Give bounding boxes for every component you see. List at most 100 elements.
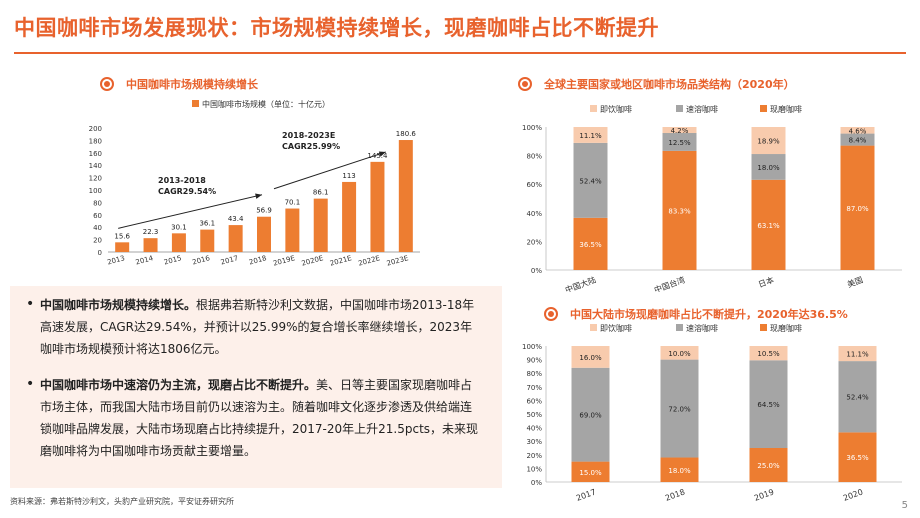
y-tick-label: 80 <box>93 199 102 207</box>
y-tick-label: 30% <box>526 438 542 446</box>
chart3-title: 中国大陆市场现磨咖啡占比不断提升，2020年达36.5% <box>570 308 848 321</box>
data-label: 4.2% <box>671 127 689 135</box>
market-size-chart: 中国咖啡市场规模（单位：十亿元） 0 20 40 60 80 100 120 140 160 180… <box>89 99 420 268</box>
data-label: 72.0% <box>668 406 691 414</box>
data-label: 15.0% <box>579 469 602 477</box>
bullet-2-text: 美、日等主要国家现磨咖啡占市场主体，而我国大陆市场目前仍以速溶为主。随着咖啡文化… <box>40 378 479 458</box>
x-tick-label: 2021E <box>329 254 353 267</box>
legend-label: 速溶咖啡 <box>686 323 718 333</box>
data-label: 10.5% <box>757 350 780 358</box>
y-tick-label: 60% <box>526 397 542 405</box>
category-structure-chart: 即饮咖啡 速溶咖啡 现磨咖啡 0% 20% 40% 60% 80% 100% 36.5% 52.4%… <box>522 104 902 292</box>
data-label: 83.3% <box>668 207 691 215</box>
bullet-2-lead: 中国咖啡市场中速溶仍为主流，现磨占比不断提升。 <box>40 378 317 392</box>
x-tick-label: 2019 <box>753 487 775 502</box>
mainland-fresh-share-chart: 即饮咖啡 速溶咖啡 现磨咖啡 0% 10% 20% 30% 40% 50% 60% 70% 80% 90… <box>522 323 902 503</box>
bar-segment <box>840 145 875 270</box>
bar <box>398 140 413 252</box>
x-tick-label: 2023E <box>386 254 410 267</box>
bar <box>257 216 271 252</box>
data-label: 25.0% <box>757 462 780 470</box>
data-label: 16.0% <box>579 354 602 362</box>
legend-swatch <box>676 324 683 331</box>
bar-segment <box>573 217 608 270</box>
legend-swatch <box>760 324 767 331</box>
data-label: 36.1 <box>199 220 215 228</box>
bar-segment <box>571 367 610 462</box>
x-tick-label: 2019E <box>272 254 296 267</box>
data-label: 36.5% <box>579 241 602 249</box>
bar <box>342 181 357 252</box>
x-tick-label: 2017 <box>220 254 239 266</box>
bar-segment <box>662 150 697 270</box>
bar-segment <box>571 346 610 368</box>
y-tick-label: 120 <box>89 175 102 183</box>
data-label: 52.4% <box>579 177 602 185</box>
y-tick-label: 40 <box>93 224 102 232</box>
bullet-2: 中国咖啡市场中速溶仍为主流，现磨占比不断提升。美、日等主要国家现磨咖啡占市场主体… <box>40 374 482 462</box>
legend-label: 速溶咖啡 <box>686 104 718 114</box>
chart1-title: 中国咖啡市场规模持续增长 <box>126 78 258 91</box>
bar-segment <box>660 457 699 482</box>
bar-segment <box>838 361 877 433</box>
y-tick-label: 20% <box>526 452 542 460</box>
y-tick-label: 0% <box>531 479 542 487</box>
y-tick-label: 50% <box>526 411 542 419</box>
trend-arrow <box>273 151 386 190</box>
bar-segment <box>751 154 786 180</box>
bar-segment <box>571 461 610 482</box>
x-tick-label: 2020 <box>842 487 864 502</box>
y-tick-label: 20% <box>526 238 542 246</box>
data-label: 180.6 <box>396 130 417 138</box>
bar-segment <box>660 359 699 458</box>
page-title: 中国咖啡市场发展现状：市场规模持续增长，现磨咖啡占比不断提升 <box>14 16 659 40</box>
data-label: 18.0% <box>757 164 780 172</box>
legend-label: 即饮咖啡 <box>600 104 632 114</box>
x-tick-label: 2014 <box>135 254 155 266</box>
bar-segment <box>840 127 875 134</box>
data-label: 10.0% <box>668 350 691 358</box>
data-label: 113 <box>342 172 355 180</box>
x-tick-label: 2022E <box>357 254 381 267</box>
data-label: 11.1% <box>579 132 602 140</box>
bar-segment <box>749 360 788 448</box>
chart2-title: 全球主要国家或地区咖啡市场品类结构（2020年） <box>544 78 795 91</box>
y-tick-label: 20 <box>93 237 102 245</box>
y-tick-label: 0 <box>98 249 102 257</box>
data-label: 64.5% <box>757 401 780 409</box>
bullet-1: 中国咖啡市场规模持续增长。根据弗若斯特沙利文数据，中国咖啡市场2013-18年高… <box>40 294 482 360</box>
legend-label: 中国咖啡市场规模（单位：十亿元） <box>202 99 330 109</box>
annotation-cagr: CAGR25.99% <box>282 142 340 151</box>
bar <box>370 161 385 252</box>
trend-arrow <box>118 194 263 229</box>
x-tick-label: 2018 <box>664 487 686 502</box>
page-number: 5 <box>901 500 908 511</box>
title-divider <box>14 52 906 54</box>
y-tick-label: 0% <box>531 267 542 275</box>
y-tick-label: 60 <box>93 212 102 220</box>
y-tick-label: 160 <box>89 150 102 158</box>
x-tick-label: 2020E <box>301 254 325 267</box>
annotation-period: 2018-2023E <box>282 131 335 140</box>
target-icon <box>544 307 558 321</box>
bar <box>313 198 328 252</box>
bar-segment <box>573 127 608 143</box>
data-label: 56.9 <box>256 207 272 215</box>
data-label: 36.5% <box>846 454 869 462</box>
data-label: 86.1 <box>313 189 329 197</box>
annotation-period: 2013-2018 <box>158 176 206 185</box>
data-label: 12.5% <box>668 139 691 147</box>
y-tick-label: 60% <box>526 181 542 189</box>
x-tick-label: 2015 <box>163 254 182 266</box>
bar-segment <box>662 127 697 134</box>
y-tick-label: 40% <box>526 425 542 433</box>
bar-segment <box>838 432 877 482</box>
bar-segment <box>840 133 875 146</box>
data-label: 70.1 <box>285 199 301 207</box>
chart2-header: 全球主要国家或地区咖啡市场品类结构（2020年） <box>518 76 795 92</box>
bar-segment <box>749 448 788 482</box>
x-tick-label: 2016 <box>191 254 211 266</box>
x-tick-label: 美国 <box>846 274 864 289</box>
annotation-cagr: CAGR29.54% <box>158 187 216 196</box>
x-tick-label: 2018 <box>248 254 267 266</box>
